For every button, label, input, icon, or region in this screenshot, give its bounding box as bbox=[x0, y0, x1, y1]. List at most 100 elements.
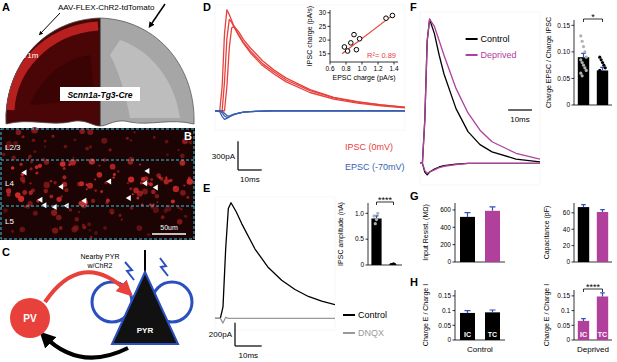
inhibition-arrow bbox=[45, 272, 128, 302]
panel-label: F bbox=[410, 1, 417, 13]
annotation: IPSC (0mV) bbox=[345, 142, 393, 152]
cell bbox=[85, 147, 89, 151]
axis-label: Input Resist. (MΩ) bbox=[422, 204, 430, 261]
arrowhead bbox=[81, 198, 86, 204]
point bbox=[375, 218, 378, 221]
cell bbox=[121, 219, 123, 221]
point bbox=[583, 50, 586, 53]
category-label: IC bbox=[580, 331, 587, 338]
cell bbox=[29, 191, 33, 195]
cell bbox=[69, 208, 72, 211]
point bbox=[604, 66, 607, 69]
cell bbox=[180, 208, 182, 210]
cell bbox=[180, 160, 186, 166]
tick-label: 0.15 bbox=[438, 292, 451, 299]
point bbox=[581, 74, 584, 77]
cell bbox=[29, 182, 31, 184]
cell bbox=[94, 189, 97, 192]
bar bbox=[578, 207, 589, 262]
category-label: TC bbox=[598, 331, 607, 338]
arrowhead bbox=[22, 170, 27, 176]
tick bbox=[572, 310, 575, 311]
cell bbox=[89, 145, 92, 148]
cell bbox=[129, 187, 132, 190]
cell bbox=[147, 233, 150, 236]
layer-boundary bbox=[1, 160, 194, 161]
axis-label: Charge E / Charge I bbox=[422, 284, 430, 346]
cell bbox=[165, 140, 169, 144]
cell bbox=[141, 177, 145, 181]
axis-label: Deprived bbox=[577, 345, 609, 354]
cell bbox=[117, 170, 119, 172]
cell bbox=[132, 193, 134, 195]
tick bbox=[572, 25, 575, 26]
tick-label: 0.1 bbox=[561, 307, 570, 314]
tick-label: 0 bbox=[447, 258, 451, 265]
tick-label: 1.2 bbox=[373, 65, 382, 72]
point bbox=[390, 13, 395, 18]
tick bbox=[453, 325, 456, 326]
cell bbox=[180, 190, 186, 196]
panel-label: D bbox=[203, 1, 211, 13]
cell bbox=[52, 227, 58, 233]
y-axis bbox=[330, 10, 331, 62]
trace bbox=[420, 19, 540, 163]
tick bbox=[366, 213, 369, 214]
light bbox=[125, 262, 134, 280]
cell bbox=[64, 188, 68, 192]
cell bbox=[103, 226, 107, 230]
point bbox=[581, 40, 584, 43]
tick-label: 0.15 bbox=[557, 22, 570, 29]
frame bbox=[1, 129, 194, 239]
node-label: w/ChR2 bbox=[87, 262, 113, 269]
cell bbox=[75, 217, 79, 221]
cell bbox=[184, 215, 187, 218]
cell bbox=[94, 231, 98, 235]
point bbox=[598, 82, 601, 85]
plot-frame bbox=[215, 5, 405, 130]
cell bbox=[186, 196, 189, 199]
tick-label: 1.4 bbox=[389, 65, 398, 72]
category-label: TC bbox=[488, 331, 497, 338]
tick-label: 0 bbox=[360, 261, 364, 268]
error-bar bbox=[600, 293, 605, 297]
cell bbox=[109, 148, 112, 151]
point bbox=[352, 32, 357, 37]
bars bbox=[578, 205, 608, 262]
trace bbox=[215, 111, 405, 120]
cell bbox=[166, 153, 169, 156]
tick-label: 25 bbox=[319, 23, 327, 30]
trace bbox=[215, 111, 405, 116]
cell bbox=[111, 212, 114, 215]
cell bbox=[18, 196, 24, 202]
cell bbox=[33, 211, 38, 216]
cell bbox=[38, 164, 42, 168]
plot-frame bbox=[420, 12, 540, 185]
point bbox=[582, 45, 585, 48]
background bbox=[0, 0, 617, 362]
tick bbox=[572, 325, 575, 326]
scale-bar-x bbox=[238, 169, 262, 170]
cell bbox=[126, 137, 129, 140]
trace bbox=[420, 163, 540, 175]
cell bbox=[20, 176, 25, 181]
point bbox=[376, 212, 379, 215]
legend-swatch bbox=[343, 314, 355, 316]
cell bbox=[156, 173, 161, 178]
point bbox=[342, 45, 347, 50]
error-bar bbox=[465, 213, 471, 217]
pv-cell bbox=[10, 298, 50, 338]
cell bbox=[155, 194, 159, 198]
tick-label: 0 bbox=[566, 336, 570, 343]
tick bbox=[572, 51, 575, 52]
tick-label: 30 bbox=[319, 9, 327, 16]
layer-label: L4 bbox=[5, 179, 14, 188]
brain-outline bbox=[6, 18, 194, 126]
y-axis bbox=[574, 290, 575, 340]
cell bbox=[29, 155, 32, 158]
error-bar bbox=[581, 319, 586, 321]
panel-label: G bbox=[410, 190, 419, 202]
bars bbox=[371, 212, 398, 265]
arrowhead bbox=[153, 185, 158, 191]
bars bbox=[578, 293, 608, 340]
